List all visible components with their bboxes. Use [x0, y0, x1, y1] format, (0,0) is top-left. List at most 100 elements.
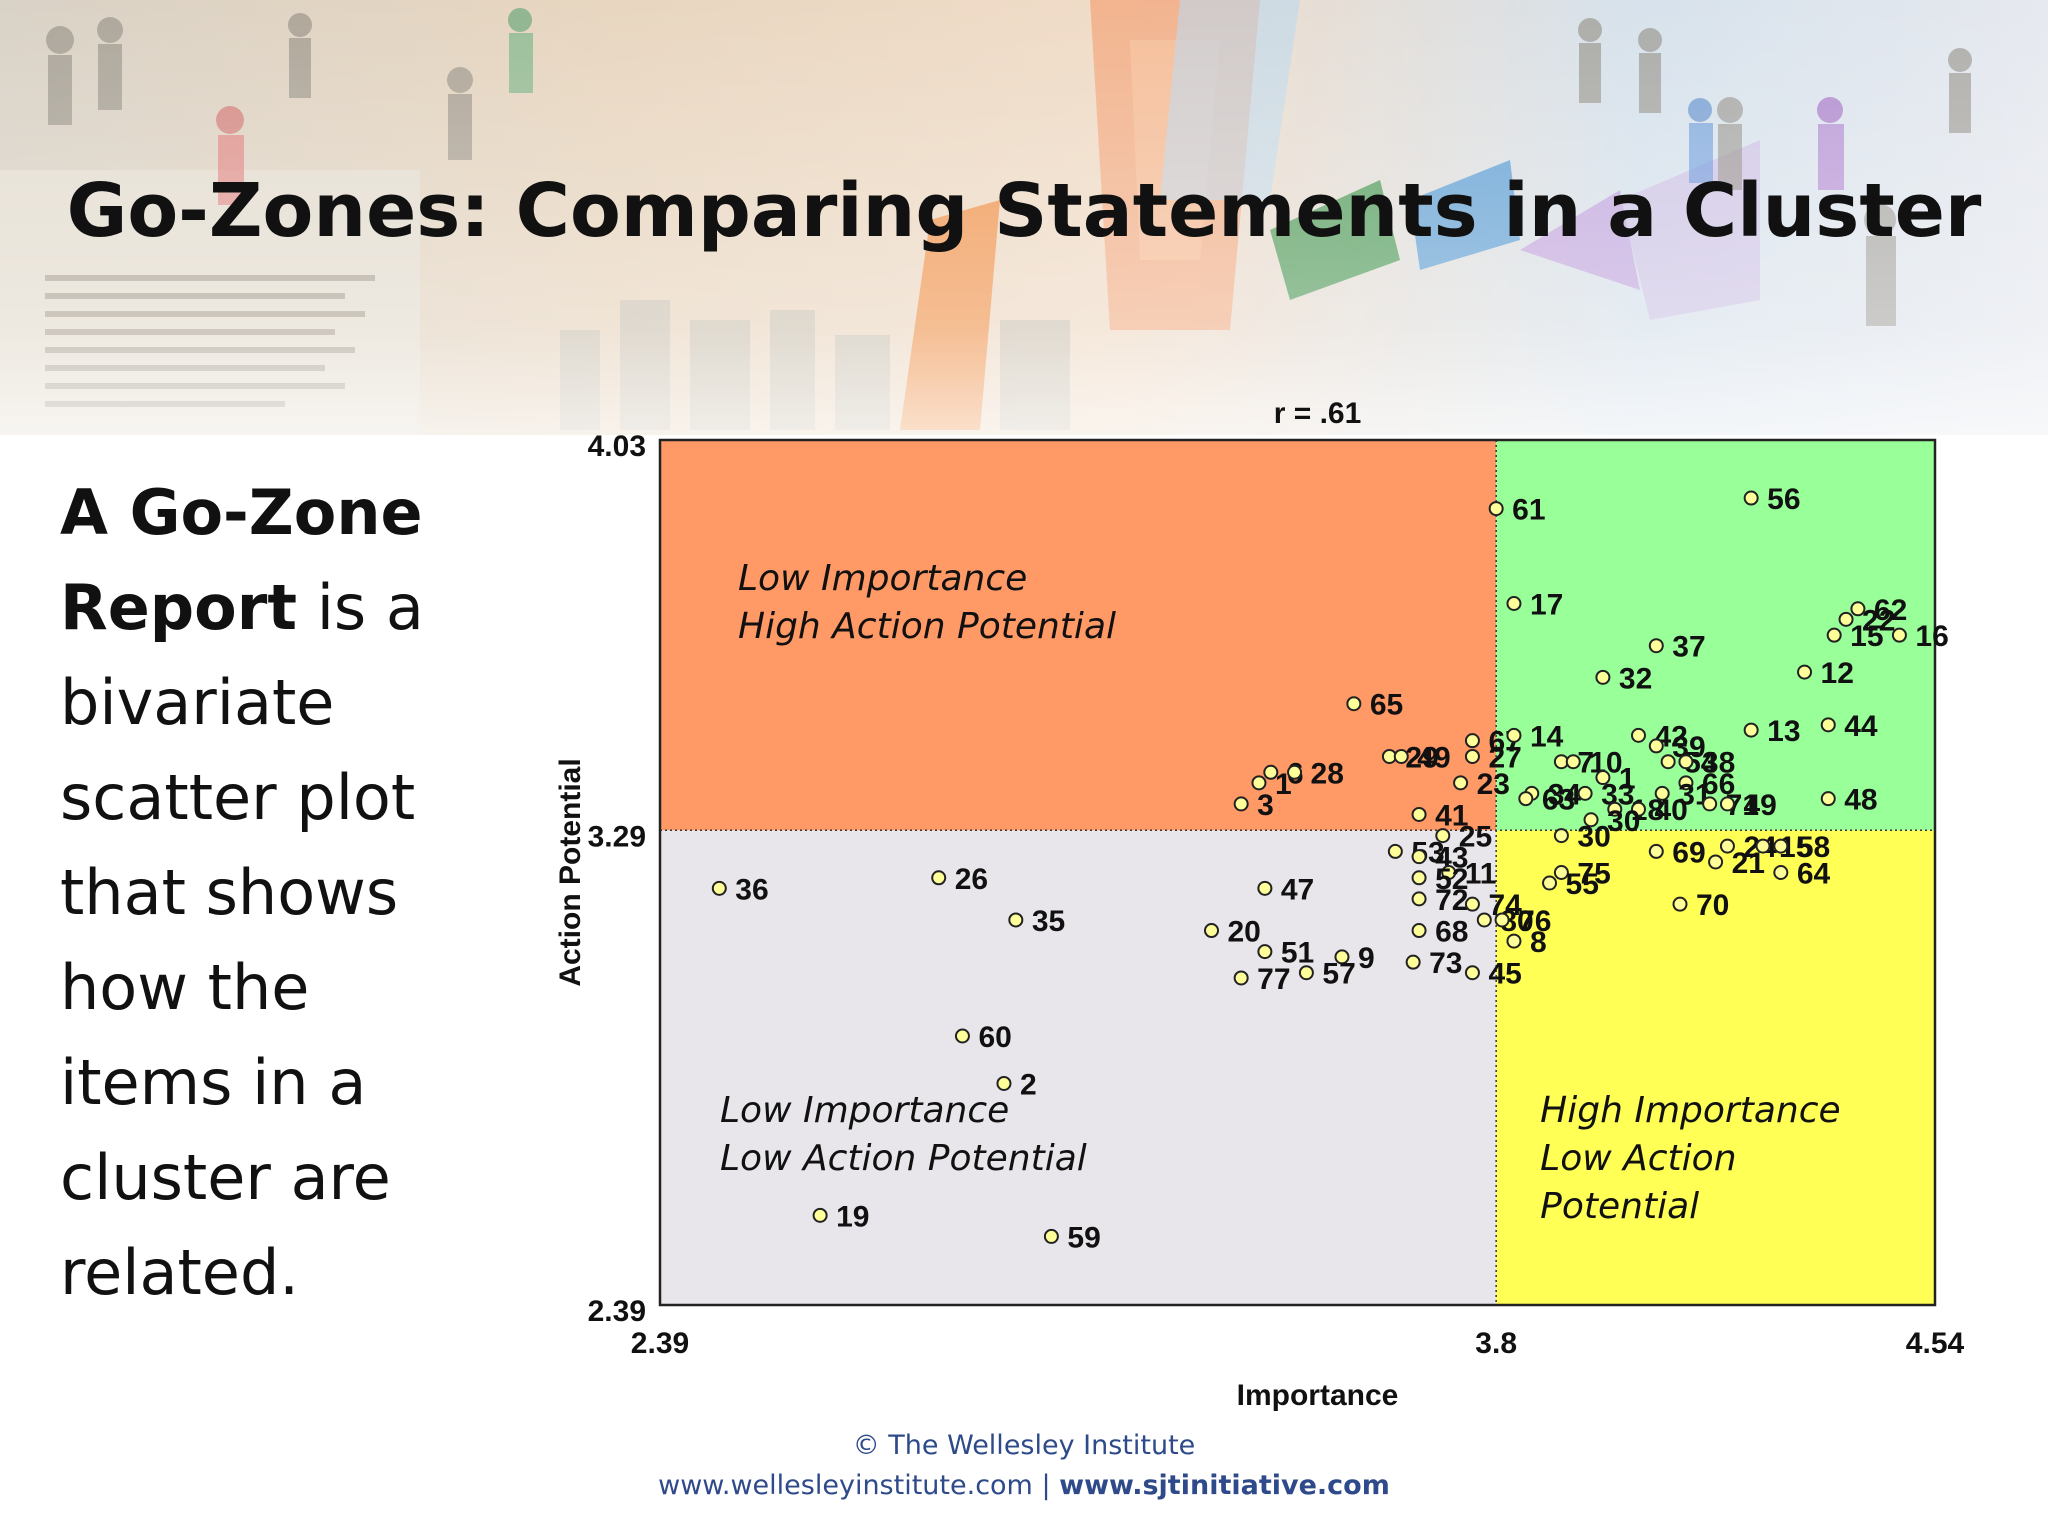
data-point-17: [1506, 596, 1522, 612]
data-point-55: [1542, 875, 1558, 891]
footer-copyright: © The Wellesley Institute: [852, 1430, 1196, 1461]
data-point-1: [1595, 770, 1611, 786]
data-point-60: [954, 1028, 970, 1044]
data-point-label: 73: [1429, 947, 1462, 980]
data-point-label: 1: [1619, 763, 1636, 796]
data-point-65: [1346, 696, 1362, 712]
quadrant-top-left: [660, 440, 1497, 831]
data-point-label: 29: [1405, 741, 1438, 774]
data-point-30: [1553, 828, 1569, 844]
data-point-15: [1826, 627, 1842, 643]
data-point-label: 76: [1518, 905, 1551, 938]
data-point-label: 15: [1850, 620, 1883, 653]
data-point-19: [812, 1207, 828, 1223]
quadrant-label-top-left-line-2: High Action Potential: [738, 606, 1116, 647]
data-point-51: [1257, 944, 1273, 960]
data-point-12: [1797, 664, 1813, 680]
side-description-rest: is a bivariate scatter plot that shows h…: [60, 571, 424, 1309]
data-point-28: [1287, 764, 1303, 780]
data-point-77: [1233, 970, 1249, 986]
data-point-label: 75: [1577, 858, 1610, 891]
quadrant-bottom-left: [660, 830, 1497, 1305]
data-point-label: 55: [1566, 868, 1599, 901]
data-point-label: 11: [1465, 858, 1497, 891]
data-point-21: [1708, 854, 1724, 870]
data-point-label: 30: [1607, 805, 1640, 838]
data-point-label: 52: [1435, 863, 1468, 896]
data-point-label: 68: [1435, 916, 1468, 949]
data-point-66: [1678, 775, 1694, 791]
data-point-54: [1660, 754, 1676, 770]
data-point-59: [1043, 1228, 1059, 1244]
data-point-label: 35: [1032, 905, 1065, 938]
data-point-label: 70: [1696, 889, 1729, 922]
data-point-24: [1719, 838, 1735, 854]
quadrant-label-bottom-left-line-1: Low Importance: [720, 1090, 1009, 1131]
x-tick-label: 3.8: [1475, 1327, 1517, 1360]
data-point-58: [1773, 838, 1789, 854]
data-point-69: [1648, 843, 1664, 859]
data-point-label: 60: [978, 1021, 1011, 1054]
data-point-label: 64: [1797, 858, 1831, 891]
data-point-label: 23: [1477, 768, 1510, 801]
data-point-6: [1263, 764, 1279, 780]
header-banner-image: [0, 0, 2048, 435]
data-point-label: 63: [1542, 784, 1575, 817]
data-point-label: 34: [1548, 778, 1582, 811]
data-point-13: [1743, 722, 1759, 738]
data-point-label: 21: [1732, 847, 1765, 880]
data-point-53: [1387, 843, 1403, 859]
data-point-16: [1891, 627, 1907, 643]
quadrant-label-bottom-right-line-2: Low Action: [1540, 1138, 1736, 1179]
data-point-31: [1654, 785, 1670, 801]
data-point-label: 14: [1530, 720, 1564, 753]
data-point-64: [1773, 865, 1789, 880]
quadrant-label-bottom-right-line-1: High Importance: [1540, 1090, 1840, 1131]
data-point-3: [1233, 796, 1249, 812]
data-point-80: [1476, 912, 1492, 928]
go-zone-scatter-chart: Low Importance High Action Potential Low I…: [554, 397, 1965, 1412]
data-point-68: [1411, 923, 1427, 939]
data-point-label: 2: [1020, 1068, 1037, 1101]
data-point-label: 28: [1311, 757, 1344, 790]
data-point-38: [1678, 754, 1694, 770]
footer-link-wellesley[interactable]: www.wellesleyinstitute.com: [658, 1470, 1033, 1501]
quadrant-bottom-right: [1496, 830, 1935, 1305]
data-point-label: 66: [1702, 768, 1735, 801]
y-tick-label: 3.29: [588, 820, 646, 853]
data-point-label: 7: [1577, 747, 1594, 780]
data-point-67: [1464, 733, 1480, 749]
data-point-57: [1298, 965, 1314, 981]
data-point-label: 65: [1370, 689, 1403, 722]
footer-link-sjt[interactable]: www.sjtinitiative.com: [1059, 1470, 1390, 1501]
data-point-9: [1334, 949, 1350, 965]
data-point-label: 3: [1257, 789, 1274, 822]
data-point-14: [1506, 727, 1522, 743]
data-point-label: 57: [1322, 958, 1355, 991]
footer-links: www.wellesleyinstitute.com | www.sjtinit…: [0, 1470, 2048, 1501]
data-point-73: [1405, 954, 1421, 970]
data-point-label: 16: [1915, 620, 1948, 653]
y-tick-label: 2.39: [588, 1295, 646, 1328]
data-point-49: [1719, 796, 1735, 812]
data-point-47: [1257, 880, 1273, 896]
data-point-56: [1743, 490, 1759, 506]
data-point-label: 49: [1417, 741, 1450, 774]
data-point-label: 44: [1844, 710, 1878, 743]
data-point-45: [1464, 965, 1480, 981]
data-point-label: 25: [1459, 821, 1492, 854]
data-point-72: [1411, 891, 1427, 907]
data-point-27: [1464, 748, 1480, 764]
data-point-18: [1607, 801, 1623, 817]
plot-frame: [658, 438, 1937, 1307]
data-point-11: [1441, 865, 1457, 880]
data-point-76: [1494, 912, 1510, 928]
data-point-63: [1518, 791, 1534, 807]
data-point-52: [1411, 870, 1427, 886]
data-point-71: [1702, 796, 1718, 812]
data-point-36: [711, 880, 727, 896]
data-point-label: 69: [1672, 836, 1705, 869]
data-point-label: 51: [1281, 937, 1314, 970]
data-point-label: 41: [1435, 799, 1468, 832]
quadrant-label-bottom-right-line-3: Potential: [1540, 1186, 1699, 1227]
